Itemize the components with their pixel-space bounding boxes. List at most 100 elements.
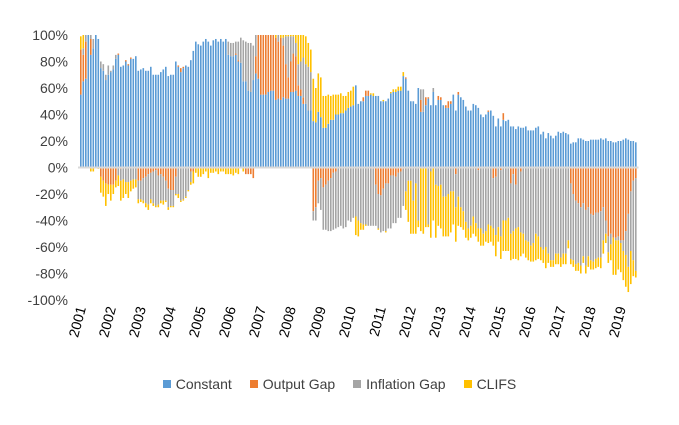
bar-segment-clifs bbox=[555, 253, 557, 265]
bar-segment-output-gap bbox=[85, 41, 87, 79]
bar-segment-clifs bbox=[200, 167, 202, 177]
bar-segment-inflation-gap bbox=[92, 38, 95, 49]
bar-segment-clifs bbox=[612, 237, 615, 275]
bar-segment-clifs bbox=[572, 260, 575, 267]
bar-segment-inflation-gap bbox=[455, 174, 457, 208]
bar-segment-inflation-gap bbox=[380, 195, 382, 233]
bar-segment-constant bbox=[197, 44, 200, 168]
bar-segment-output-gap bbox=[155, 167, 157, 171]
bar-segment-constant bbox=[127, 65, 130, 168]
bar-segment-constant bbox=[102, 70, 105, 168]
bar-segment-constant bbox=[535, 127, 537, 168]
bar-segment-inflation-gap bbox=[145, 176, 147, 204]
x-tick-label: 2008 bbox=[275, 304, 299, 338]
bar-segment-inflation-gap bbox=[317, 180, 320, 204]
y-tick-label: 100% bbox=[32, 27, 68, 43]
bar-segment-constant bbox=[107, 74, 110, 168]
bar-segment-constant bbox=[452, 94, 455, 168]
bar-segment-constant bbox=[232, 56, 235, 168]
bar-segment-constant bbox=[405, 78, 407, 168]
bar-segment-clifs bbox=[397, 86, 400, 91]
bar-segment-output-gap bbox=[82, 54, 85, 82]
bar-segment-clifs bbox=[575, 264, 577, 271]
bar-segment-inflation-gap bbox=[172, 190, 175, 206]
bar-segment-inflation-gap bbox=[507, 167, 510, 218]
bar-segment-inflation-gap bbox=[565, 167, 567, 254]
bar-segment-constant bbox=[565, 133, 567, 168]
bar-segment-inflation-gap bbox=[342, 167, 345, 229]
bar-segment-clifs bbox=[222, 167, 225, 172]
bar-segment-clifs bbox=[107, 184, 110, 194]
bar-segment-clifs bbox=[585, 265, 587, 274]
bar-segment-constant bbox=[370, 94, 372, 168]
bar-segment-output-gap bbox=[447, 101, 450, 108]
bar-segment-constant bbox=[505, 121, 507, 168]
bar-segment-constant bbox=[312, 121, 315, 168]
bar-segment-clifs bbox=[595, 258, 597, 269]
bar-segment-output-gap bbox=[80, 49, 82, 95]
bar-segment-clifs bbox=[292, 35, 295, 37]
bar-segment-inflation-gap bbox=[282, 37, 285, 46]
bar-segment-constant bbox=[290, 91, 292, 168]
bar-segment-clifs bbox=[442, 196, 445, 237]
bar-segment-clifs bbox=[540, 247, 542, 261]
y-tick-label: -100% bbox=[28, 292, 68, 308]
bar-segment-constant bbox=[135, 56, 137, 168]
bar-segment-constant bbox=[457, 94, 460, 168]
bar-segment-clifs bbox=[627, 266, 630, 293]
bar-segment-output-gap bbox=[262, 35, 265, 95]
bar-segment-constant bbox=[287, 98, 290, 168]
bar-segment-constant bbox=[547, 133, 550, 168]
bar-segment-clifs bbox=[535, 233, 537, 261]
bar-segment-inflation-gap bbox=[117, 167, 120, 176]
bar-segment-constant bbox=[137, 70, 140, 168]
bar-segment-constant bbox=[145, 70, 147, 168]
bar-segment-constant bbox=[397, 90, 400, 168]
bar-segment-constant bbox=[160, 72, 162, 168]
bar-segment-output-gap bbox=[587, 167, 590, 208]
bar-segment-clifs bbox=[122, 179, 125, 198]
bar-segment-constant bbox=[165, 66, 167, 168]
bar-segment-constant bbox=[402, 76, 405, 168]
bar-segment-output-gap bbox=[275, 37, 277, 100]
bar-segment-inflation-gap bbox=[105, 74, 107, 81]
legend-item-clifs: CLIFS bbox=[463, 376, 516, 392]
bar-segment-constant bbox=[360, 101, 362, 168]
bar-segment-output-gap bbox=[267, 35, 270, 92]
bar-segment-constant bbox=[167, 76, 170, 168]
bar-segment-output-gap bbox=[235, 53, 237, 55]
bar-segment-inflation-gap bbox=[367, 167, 370, 226]
bar-segment-constant bbox=[525, 126, 527, 168]
bar-segment-clifs bbox=[365, 224, 367, 226]
bar-segment-clifs bbox=[480, 228, 482, 246]
bar-segment-inflation-gap bbox=[460, 167, 462, 208]
bar-segment-constant bbox=[492, 115, 495, 168]
bar-segment-inflation-gap bbox=[537, 167, 540, 237]
bar-segment-inflation-gap bbox=[310, 72, 312, 111]
bar-segment-constant bbox=[445, 107, 447, 168]
legend: Constant Output Gap Inflation Gap CLIFS bbox=[0, 376, 679, 392]
bar-segment-output-gap bbox=[190, 167, 192, 172]
bar-segment-constant bbox=[317, 111, 320, 168]
bar-segment-constant bbox=[465, 106, 467, 168]
bar-segment-inflation-gap bbox=[610, 233, 612, 245]
bar-segment-constant bbox=[500, 126, 502, 168]
bar-segment-constant bbox=[195, 41, 197, 168]
bar-segment-constant bbox=[620, 141, 622, 168]
bar-segment-inflation-gap bbox=[452, 167, 455, 192]
bar-segment-constant bbox=[480, 114, 482, 168]
bar-segment-constant bbox=[295, 90, 297, 168]
bar-segment-clifs bbox=[230, 167, 232, 175]
bar-segment-constant bbox=[270, 90, 272, 168]
bar-segment-output-gap bbox=[617, 167, 620, 237]
bar-segment-clifs bbox=[180, 200, 182, 202]
bar-segment-constant bbox=[162, 69, 165, 168]
bar-segment-constant bbox=[115, 58, 117, 168]
bar-segment-constant bbox=[257, 78, 260, 168]
bar-segment-constant bbox=[557, 131, 560, 168]
bar-segment-inflation-gap bbox=[525, 167, 527, 241]
y-tick-label: -80% bbox=[35, 266, 68, 282]
bar-segment-constant bbox=[117, 54, 120, 168]
bar-segment-clifs bbox=[362, 224, 365, 230]
bar-segment-output-gap bbox=[147, 167, 150, 175]
